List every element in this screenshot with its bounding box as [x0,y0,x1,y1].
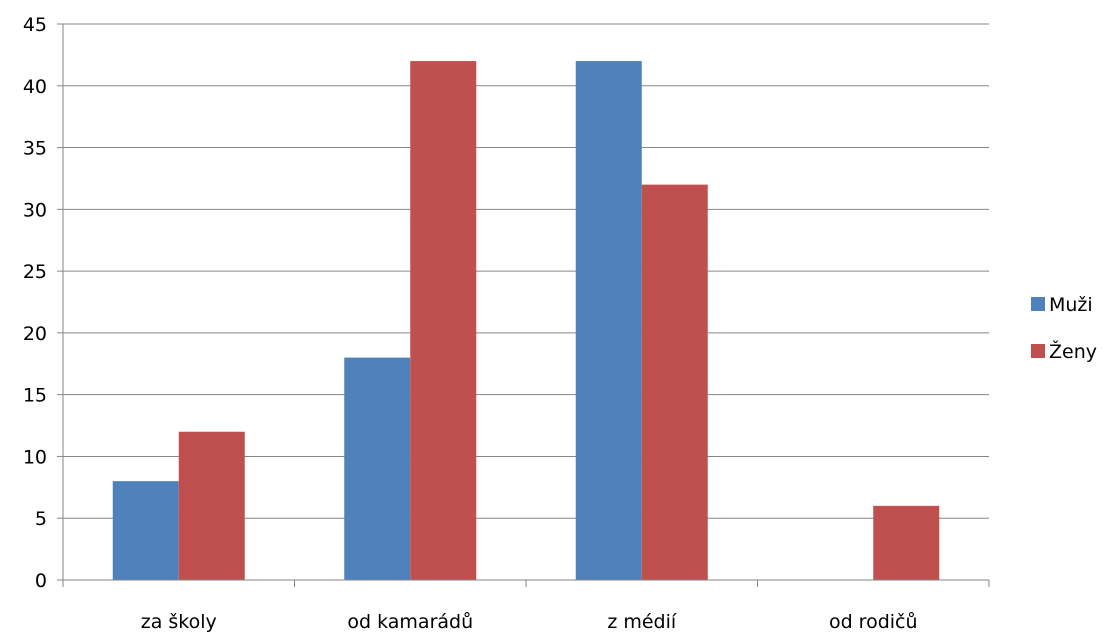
bar-zeny-1 [410,61,477,581]
bar-muzi-1 [344,357,411,580]
bar-zeny-0 [178,431,245,580]
y-tick-label: 25 [23,261,47,283]
y-tick-label: 20 [23,323,47,345]
bar-muzi-0 [112,481,179,580]
legend-swatch [1031,297,1045,311]
y-tick-label: 15 [23,385,47,407]
axes [57,23,990,587]
bar-zeny-2 [641,184,708,580]
legend-label: Muži [1049,294,1093,316]
x-tick-label: za školy [141,611,217,633]
y-tick-label: 35 [23,138,47,160]
bars [112,61,940,581]
legend: Muži Ženy [1031,294,1097,363]
x-tick-label: od rodičů [829,611,918,633]
x-axis-tick-labels: za školy od kamarádů z médií od rodičů [141,611,918,633]
x-tick-label: z médií [607,611,677,633]
y-axis-tick-labels: 0 5 10 15 20 25 30 35 40 45 [23,14,47,592]
y-tick-label: 5 [35,508,47,530]
y-tick-label: 0 [35,570,47,592]
x-tick-label: od kamarádů [347,611,473,633]
y-tick-label: 45 [23,14,47,36]
legend-swatch [1031,344,1045,358]
y-tick-label: 30 [23,199,47,221]
legend-label: Ženy [1049,340,1097,363]
bar-zeny-3 [873,505,940,580]
y-tick-label: 40 [23,76,47,98]
bar-muzi-2 [575,61,642,581]
y-tick-label: 10 [23,446,47,468]
